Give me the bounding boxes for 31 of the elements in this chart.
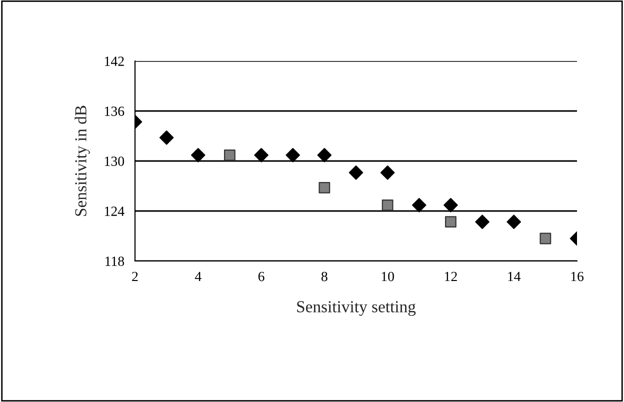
point: [191, 148, 206, 162]
x-axis-title: Sensitivity setting: [297, 301, 416, 316]
point: [380, 166, 395, 180]
point: [506, 214, 521, 229]
x-tick-label: 12: [444, 272, 457, 282]
point: [475, 214, 490, 229]
y-tick-label: 118: [105, 256, 124, 266]
y-tick-label: 136: [104, 106, 124, 116]
x-tick-label: 16: [571, 272, 584, 282]
point: [286, 148, 300, 162]
x-tick-label: 14: [508, 272, 521, 282]
point: [317, 148, 332, 162]
x-tick-label: 8: [321, 272, 328, 282]
y-tick-label: 142: [104, 56, 124, 66]
point: [382, 199, 394, 211]
point: [444, 198, 458, 212]
point: [254, 148, 268, 162]
x-tick-label: 2: [132, 272, 138, 282]
point: [224, 149, 236, 161]
point: [412, 198, 426, 212]
x-tick-label: 10: [382, 272, 394, 282]
x-tick-label: 4: [194, 272, 202, 282]
point: [318, 182, 330, 194]
point: [445, 216, 456, 228]
y-axis-title: Sensitivity in dB: [74, 106, 90, 216]
y-tick-label: 130: [104, 156, 124, 166]
x-tick-label: 6: [258, 272, 264, 282]
y-tick-label: 124: [104, 206, 124, 216]
point: [348, 166, 364, 180]
point: [159, 130, 174, 145]
point: [540, 232, 552, 244]
